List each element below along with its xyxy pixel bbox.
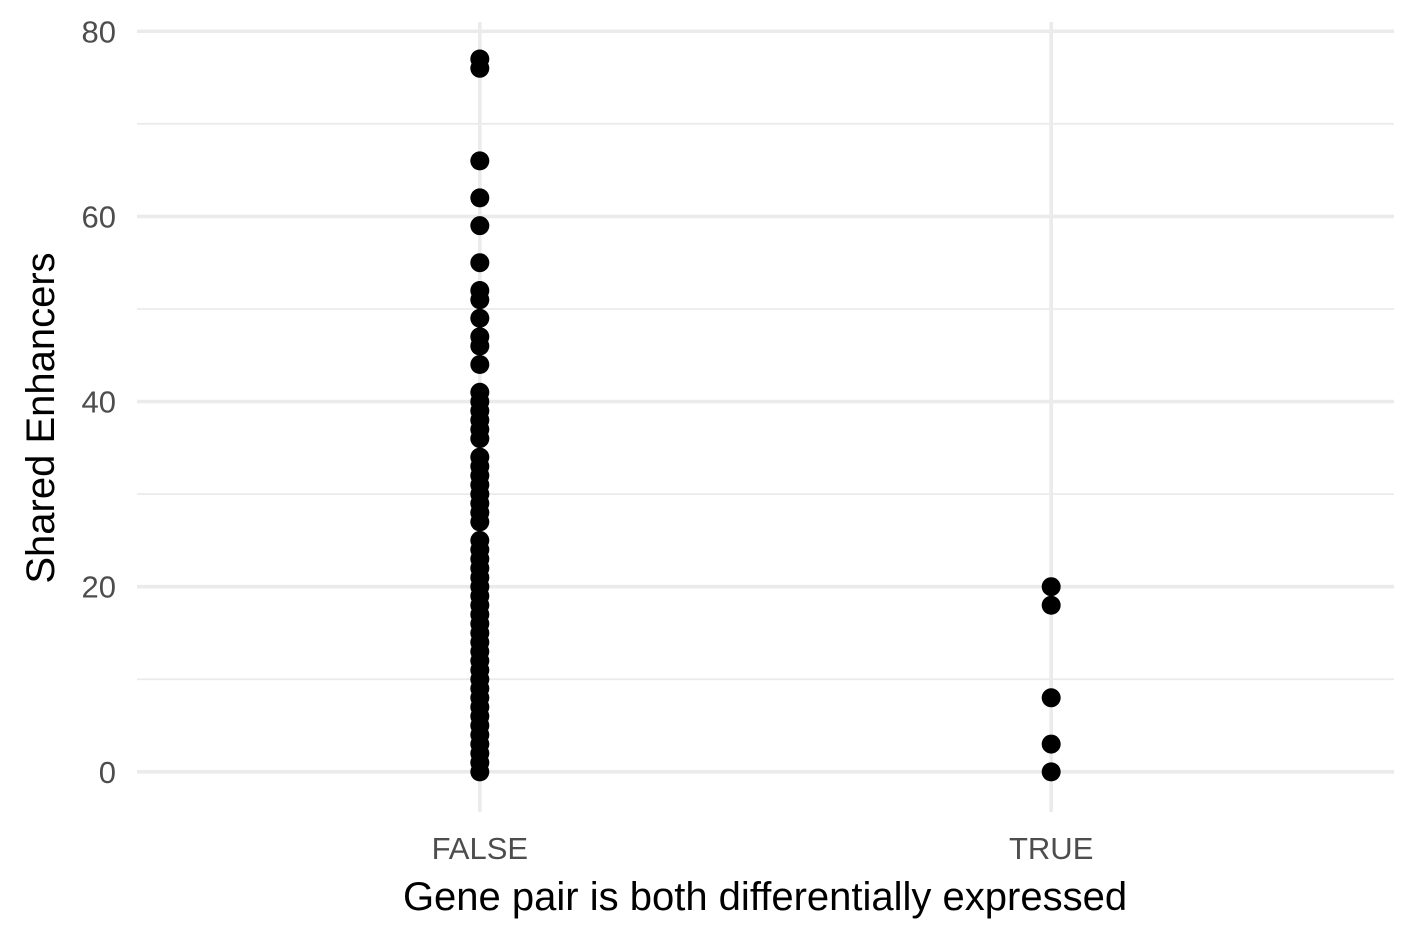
data-point bbox=[470, 309, 489, 328]
x-tick-label: FALSE bbox=[432, 831, 529, 866]
y-tick-label: 80 bbox=[82, 14, 116, 49]
data-point bbox=[470, 355, 489, 374]
y-tick-label: 40 bbox=[82, 385, 116, 420]
data-point bbox=[1042, 596, 1061, 615]
y-tick-label: 20 bbox=[82, 570, 116, 605]
y-axis-ticks: 0 20 40 60 80 bbox=[82, 14, 116, 790]
x-axis-ticks: FALSE TRUE bbox=[432, 831, 1094, 866]
data-point bbox=[470, 327, 489, 346]
data-point bbox=[470, 281, 489, 300]
data-point bbox=[470, 448, 489, 467]
grid bbox=[137, 22, 1394, 812]
data-points bbox=[470, 50, 1060, 782]
data-point bbox=[470, 253, 489, 272]
y-axis-title: Shared Enhancers bbox=[19, 252, 63, 583]
data-point bbox=[1042, 735, 1061, 754]
data-point bbox=[470, 50, 489, 69]
data-point bbox=[470, 383, 489, 402]
data-point bbox=[1042, 688, 1061, 707]
data-point bbox=[470, 531, 489, 550]
data-point bbox=[1042, 577, 1061, 596]
x-tick-label: TRUE bbox=[1009, 831, 1093, 866]
y-tick-label: 60 bbox=[82, 199, 116, 234]
data-point bbox=[470, 151, 489, 170]
x-axis-title: Gene pair is both differentially express… bbox=[403, 875, 1127, 919]
data-point bbox=[1042, 762, 1061, 781]
data-point bbox=[470, 188, 489, 207]
y-tick-label: 0 bbox=[99, 755, 116, 790]
data-point bbox=[470, 216, 489, 235]
